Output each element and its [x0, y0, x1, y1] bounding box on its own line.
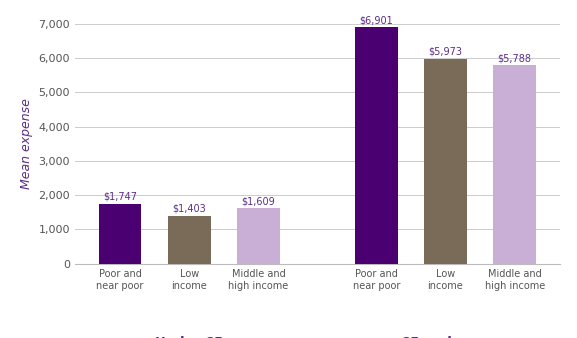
Text: Under 65: Under 65: [155, 336, 223, 338]
Text: $5,973: $5,973: [429, 47, 462, 57]
Text: $5,788: $5,788: [498, 53, 531, 63]
Text: $6,901: $6,901: [359, 15, 393, 25]
Bar: [168, 216, 211, 264]
Text: $1,403: $1,403: [173, 204, 206, 214]
Text: 65 and over: 65 and over: [401, 336, 490, 338]
Bar: [99, 204, 141, 264]
Bar: [493, 65, 536, 264]
Bar: [237, 209, 280, 264]
Text: $1,609: $1,609: [242, 197, 275, 207]
Bar: [355, 27, 398, 264]
Text: $1,747: $1,747: [103, 192, 137, 202]
Y-axis label: Mean expense: Mean expense: [20, 98, 33, 189]
Bar: [424, 59, 467, 264]
